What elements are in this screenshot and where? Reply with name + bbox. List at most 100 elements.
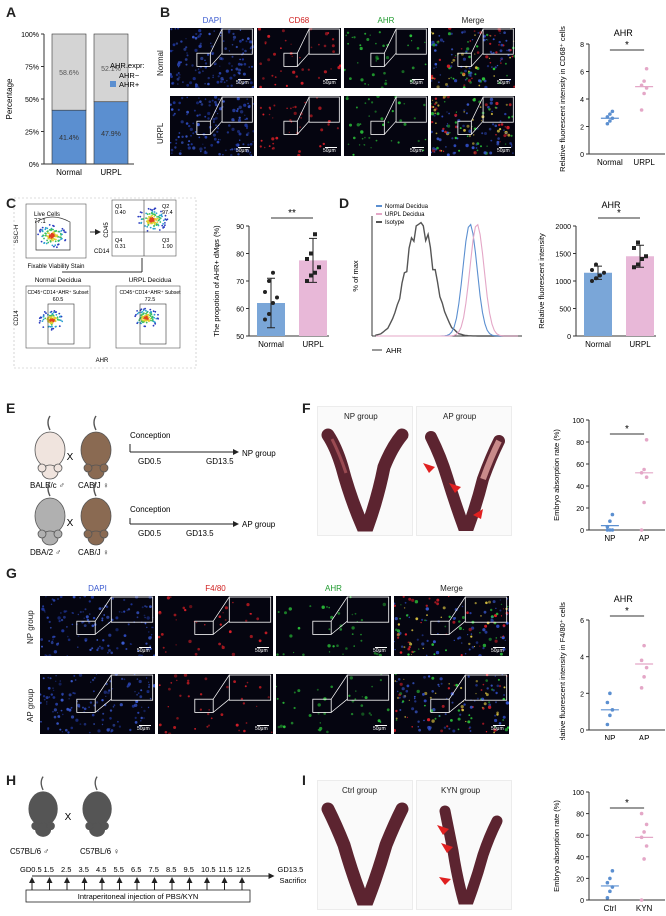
event-dot xyxy=(55,311,58,313)
cell-dot xyxy=(68,708,72,712)
micrograph-tile: 50μm xyxy=(158,674,273,734)
cell-dot xyxy=(437,683,440,686)
cell-dot xyxy=(371,101,374,104)
legend-item: AHR+ xyxy=(119,80,140,89)
cell-dot xyxy=(495,637,498,639)
cell-dot xyxy=(453,639,455,642)
cell-dot xyxy=(109,709,113,712)
zoom-line xyxy=(210,96,223,122)
cell-dot xyxy=(442,150,445,152)
scale-bar: 50μm xyxy=(255,726,268,732)
x-axis-label: AHR xyxy=(386,346,402,355)
cell-dot xyxy=(207,111,211,116)
cell-dot xyxy=(199,32,202,36)
x-tick-label: Normal xyxy=(597,158,623,167)
event-dot xyxy=(48,224,51,226)
event-dot xyxy=(56,316,59,319)
cell-dot xyxy=(370,714,372,716)
gate xyxy=(47,303,75,345)
event-dot xyxy=(144,307,147,310)
cell-dot xyxy=(386,708,390,712)
cell-dot xyxy=(189,605,193,609)
cell-dot xyxy=(182,81,184,83)
event-dot xyxy=(47,237,50,239)
cell-dot xyxy=(210,42,212,44)
cell-dot xyxy=(178,132,181,134)
cell-dot xyxy=(382,44,385,48)
mouse-label: C57BL/6 ♂ xyxy=(10,847,49,856)
cell-dot xyxy=(196,114,199,117)
event-dot xyxy=(48,325,50,328)
cell-dot xyxy=(368,712,371,715)
y-tick-label: 20 xyxy=(576,876,584,883)
cell-dot xyxy=(328,606,330,609)
cell-dot xyxy=(474,34,476,36)
gate-label: Live Cells xyxy=(34,212,60,218)
cell-dot xyxy=(495,701,497,704)
cell-dot xyxy=(496,684,500,688)
event-dot xyxy=(158,229,161,231)
cell-dot xyxy=(504,143,507,145)
cell-dot xyxy=(475,684,478,687)
cell-dot xyxy=(440,616,443,619)
data-point xyxy=(305,257,309,261)
scale-bar: 50μm xyxy=(497,80,510,86)
event-dot xyxy=(151,209,154,211)
cell-dot xyxy=(398,693,402,697)
legend-item: Isotype xyxy=(385,220,405,226)
cell-dot xyxy=(422,647,424,650)
cell-dot xyxy=(501,58,503,60)
cell-dot xyxy=(493,75,496,77)
cell-dot xyxy=(455,55,457,57)
panel-label-b: B xyxy=(160,4,171,20)
cell-dot xyxy=(232,38,235,41)
cell-dot xyxy=(241,48,244,51)
axis-label: SSC-H xyxy=(14,225,20,244)
cell-dot xyxy=(478,79,481,83)
event-dot xyxy=(146,230,149,232)
cell-dot xyxy=(236,109,239,113)
cell-dot xyxy=(239,39,242,43)
inset-box xyxy=(346,674,390,701)
event-dot xyxy=(162,226,165,229)
cell-dot xyxy=(376,57,380,60)
event-dot xyxy=(142,321,145,323)
cell-dot xyxy=(500,636,502,638)
scale-bar: 50μm xyxy=(255,648,268,654)
cell-dot xyxy=(425,654,428,656)
red-arrow-icon xyxy=(437,825,449,835)
cell-dot xyxy=(48,696,51,698)
cell-dot xyxy=(158,684,161,687)
uterus-photo-ap: AP group xyxy=(416,406,512,536)
cell-dot xyxy=(235,723,239,727)
cell-dot xyxy=(172,114,175,117)
cell-dot xyxy=(401,70,405,74)
event-dot xyxy=(60,238,62,240)
data-point xyxy=(610,512,615,517)
cell-dot xyxy=(356,123,360,127)
cell-dot xyxy=(339,628,343,631)
cell-dot xyxy=(285,84,288,87)
event-dot xyxy=(53,230,56,233)
cell-dot xyxy=(174,146,177,149)
event-dot xyxy=(53,318,55,321)
cell-dot xyxy=(375,139,378,142)
mouse-label: BALB/c ♂ xyxy=(30,481,65,490)
cell-dot xyxy=(173,613,177,617)
data-point xyxy=(644,475,649,479)
cell-dot xyxy=(272,142,275,145)
uterus-photo-ctrl: Ctrl group xyxy=(317,780,413,910)
cell-dot xyxy=(502,608,505,610)
cell-dot xyxy=(489,42,492,45)
subset-label: CD45⁺CD14⁺AHR⁺ Subset xyxy=(28,290,90,296)
cell-dot xyxy=(462,72,465,75)
cell-dot xyxy=(233,680,236,683)
event-dot xyxy=(50,324,53,326)
micrograph-tile: 50μm xyxy=(40,674,155,734)
day-label: 12.5 xyxy=(236,865,251,874)
cell-dot xyxy=(467,634,469,636)
cell-dot xyxy=(199,100,202,103)
cell-dot xyxy=(435,132,438,135)
cell-dot xyxy=(242,702,246,705)
cell-dot xyxy=(48,654,52,656)
